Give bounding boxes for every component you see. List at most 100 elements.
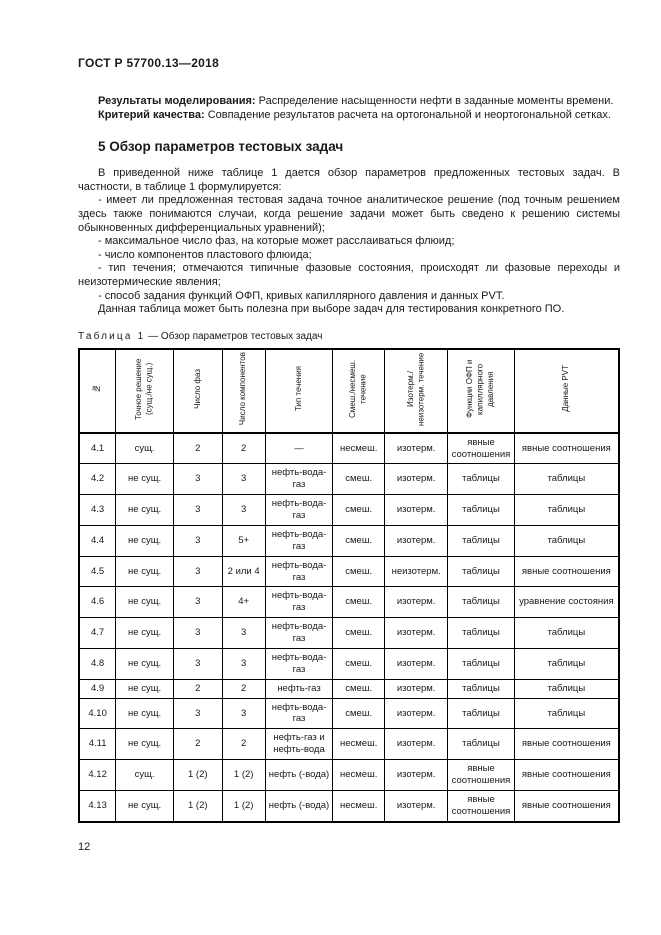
section-title: 5 Обзор параметров тестовых задач [98,139,344,155]
table-row: 4.11 не сущ. 2 2 нефть-газ и нефть-вода несме… [78,728,620,761]
section-outro: Данная таблица может быть полезна при вы… [98,303,565,316]
table-cell: смеш. [332,678,386,699]
table-cell: смеш. [332,463,386,496]
table-cell: нефть-вода-газ [264,494,334,526]
table-cell: 4.3 [78,494,117,526]
table-cell: таблицы [513,494,620,526]
table-header-row: № Точное решение (сущ./не сущ.) Число фа… [78,348,620,434]
table-cell: 2 [172,678,223,699]
table-cell: 3 [221,647,266,680]
table-row: 4.10 не сущ. 3 3 нефть-вода-газ смеш. изотерм.… [78,697,620,730]
section-bullet: - число компонентов пластового флюида; [98,248,312,261]
table-caption: Таблица 1 — Обзор параметров тестовых за… [78,331,620,342]
table-cell: таблицы [447,697,515,730]
table-cell: нефть-вода-газ [264,463,334,496]
column-header-label: Тип течения [293,366,303,412]
table-cell: таблицы [447,728,515,761]
quality-label: Критерий качества: [98,108,205,121]
table-cell: изотерм. [384,524,449,557]
table-cell: явные соотношения [447,432,515,465]
table-cell: 3 [172,617,223,649]
column-header: Изотерм./ неизотерм. течение [384,348,449,434]
table-cell: 1 (2) [172,759,223,791]
table-cell: смеш. [332,617,386,649]
section-bullet: - тип течения; отмечаются типичные фазов… [78,262,620,288]
column-header: Функции ОФП и капиллярного давления [447,348,515,434]
table-cell: 2 [172,432,223,465]
table-cell: смеш. [332,524,386,557]
table-cell: не сущ. [115,463,174,496]
table-body: 4.1 сущ. 2 2— несмеш. изотерм. явные соотношен… [78,432,620,823]
table-cell: 2 [172,728,223,761]
table-cell: нефть-вода-газ [264,555,334,588]
table-cell: несмеш. [332,759,386,791]
section-bullet: - имеет ли предложенная тестовая задача … [78,194,620,234]
table-cell: изотерм. [384,586,449,619]
table-cell: 3 [172,697,223,730]
table-cell: нефть-вода-газ [264,617,334,649]
table-cell: 4.10 [78,697,117,730]
page-number: 12 [78,841,91,853]
column-header: Данные PVT [513,348,620,434]
table-row: 4.9 не сущ. 2 2 нефть-газ смеш. изотерм. таблиц… [78,678,620,699]
table-cell: 4.13 [78,789,117,823]
table-cell: не сущ. [115,789,174,823]
table-cell: не сущ. [115,586,174,619]
table-cell: не сущ. [115,647,174,680]
table-cell: нефть (-вода) [264,789,334,823]
column-header: Число фаз [172,348,223,434]
table-cell: таблицы [447,678,515,699]
column-header: Точное решение (сущ./не сущ.) [115,348,174,434]
table-cell: 4.9 [78,678,117,699]
table-cell: смеш. [332,697,386,730]
table-cell: изотерм. [384,759,449,791]
table-cell: — [264,432,334,465]
table-cell: не сущ. [115,728,174,761]
column-header-label: Число фаз [192,368,202,409]
table-cell: смеш. [332,586,386,619]
table-cell: таблицы [447,524,515,557]
table-cell: 3 [221,617,266,649]
table-cell: 4.4 [78,524,117,557]
parameters-table: № Точное решение (сущ./не сущ.) Число фа… [78,347,620,823]
table-cell: неизотерм. [384,555,449,588]
column-header-label: Точное решение (сущ./не сущ.) [134,358,154,420]
table-row: 4.7 не сущ. 3 3 нефть-вода-газ смеш. изотерм. т… [78,617,620,649]
table-cell: таблицы [513,617,620,649]
table-cell: явные соотношения [447,789,515,823]
table-cell: смеш. [332,647,386,680]
table-row: 4.13 не сущ. 1 (2) 1 (2) нефть (-вода) несмеш… [78,789,620,823]
table-cell: 4.11 [78,728,117,761]
table-cell: 4.8 [78,647,117,680]
section-intro: В приведенной ниже таблице 1 дается обзо… [78,167,620,193]
table-cell: 3 [172,463,223,496]
table-row: 4.2 не сущ. 3 3 нефть-вода-газ смеш. изотерм. т… [78,463,620,496]
results-text: Распределение насыщенности нефти в задан… [258,95,614,107]
results-paragraph: Результаты моделирования: Распределение … [78,95,620,109]
table-cell: изотерм. [384,678,449,699]
table-cell: нефть-вода-газ [264,524,334,557]
column-header-label: № [92,384,102,394]
table-cell: изотерм. [384,728,449,761]
table-cell: 4.1 [78,432,117,465]
table-cell: изотерм. [384,647,449,680]
table-row: 4.6 не сущ. 3 4+ нефть-вода-газ смеш. изотерм.… [78,586,620,619]
table-cell: смеш. [332,494,386,526]
results-label: Результаты моделирования: [98,95,256,107]
table-row: 4.1 сущ. 2 2— несмеш. изотерм. явные соотношен… [78,432,620,465]
table-cell: нефть (-вода) [264,759,334,791]
table-cell: 1 (2) [172,789,223,823]
table-row: 4.5 не сущ. 3 2 или 4 нефть-вода-газ смеш. неи… [78,555,620,588]
table-cell: 4.12 [78,759,117,791]
table-cell: 4.5 [78,555,117,588]
table-cell: не сущ. [115,524,174,557]
quality-paragraph: Критерий качества: Совпадение результато… [78,109,620,123]
table-cell: 4.2 [78,463,117,496]
table-cell: явные соотношения [513,432,620,465]
table-cell: таблицы [513,463,620,496]
column-header-label: Смеш./несмеш. течение [348,359,368,418]
table-cell: таблицы [447,586,515,619]
table-cell: таблицы [447,463,515,496]
table-cell: смеш. [332,555,386,588]
